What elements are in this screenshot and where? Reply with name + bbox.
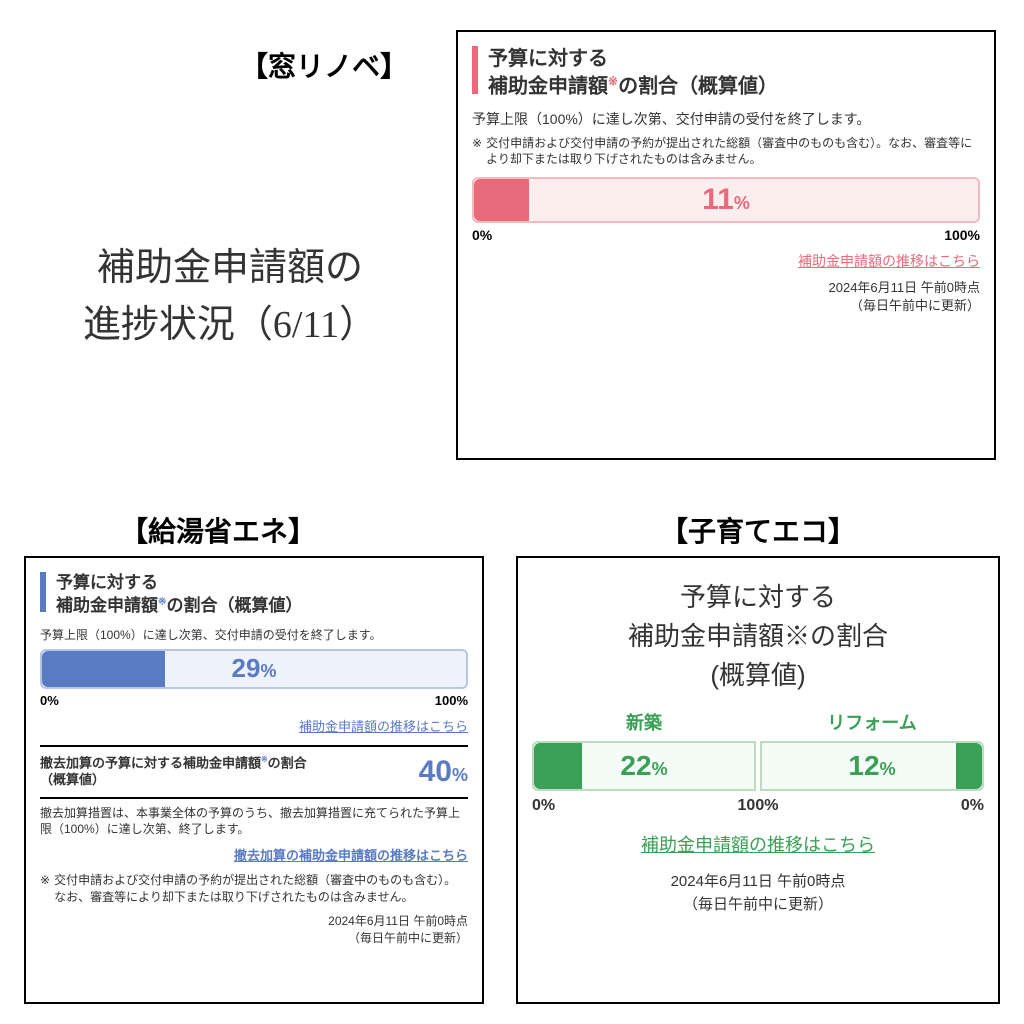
- page-title-line1: 補助金申請額の: [97, 247, 363, 289]
- card3-left-percentage: 22%: [620, 750, 667, 782]
- label-card2: 【給湯省エネ】: [120, 510, 316, 550]
- card3-axis: 0% 100% 0%: [532, 797, 984, 815]
- card2-title: 予算に対する 補助金申請額※の割合（概算値）: [56, 572, 303, 618]
- card2-history-link[interactable]: 補助金申請額の推移はこちら: [40, 716, 468, 735]
- card2-timestamp: 2024年6月11日 午前0時点 （毎日午前中に更新）: [40, 913, 468, 947]
- card2-subtitle: 予算上限（100%）に達し次第、交付申請の受付を終了します。: [40, 626, 468, 643]
- card3-title: 予算に対する 補助金申請額※の割合 (概算値): [532, 578, 984, 695]
- card2-axis: 0% 100%: [40, 693, 468, 708]
- page-title: 補助金申請額の 進捗状況（6/11）: [20, 240, 440, 354]
- card1-subtitle: 予算上限（100%）に達し次第、交付申請の受付を終了します。: [472, 109, 980, 129]
- card1-timestamp: 2024年6月11日 午前0時点 （毎日午前中に更新）: [472, 279, 980, 315]
- card1-title: 予算に対する 補助金申請額※の割合（概算値）: [488, 46, 778, 101]
- label-card1: 【窓リノベ】: [240, 45, 408, 85]
- card3-left-fill: [534, 743, 582, 789]
- card2-extra-row: 撤去加算の予算に対する補助金申請額※の割合 （概算値） 40%: [40, 745, 468, 799]
- card3-right-bar: 12%: [760, 741, 984, 791]
- card2-extra-percentage: 40%: [419, 755, 468, 789]
- card3-left-label: 新築: [532, 709, 756, 735]
- card3-left-bar: 22%: [532, 741, 756, 791]
- card2-progress-bar: 29%: [40, 649, 468, 689]
- accent-bar: [40, 572, 46, 612]
- page-title-line2: 進捗状況（6/11）: [83, 304, 377, 346]
- card2-note: ※ 交付申請および交付申請の予約が提出された総額（審査中のものも含む）。なお、審…: [40, 872, 468, 904]
- card3-timestamp: 2024年6月11日 午前0時点 （毎日午前中に更新）: [532, 871, 984, 916]
- card2-percentage: 29%: [232, 653, 277, 684]
- card1-progress-fill: [474, 179, 529, 221]
- card1-note: ※ 交付申請および交付申請の予約が提出された総額（審査中のものも含む）。なお、審…: [472, 135, 980, 167]
- card1-axis: 0% 100%: [472, 227, 980, 243]
- accent-bar: [472, 46, 478, 94]
- card2-extra-label: 撤去加算の予算に対する補助金申請額※の割合 （概算値）: [40, 755, 307, 789]
- card3-right-label: リフォーム: [760, 709, 984, 735]
- card-childcare-eco: 予算に対する 補助金申請額※の割合 (概算値) 新築 22% リフォーム 12%…: [516, 556, 1000, 1004]
- card1-percentage: 11%: [702, 183, 750, 217]
- card3-right-fill: [956, 743, 982, 789]
- card-window-renovation: 予算に対する 補助金申請額※の割合（概算値） 予算上限（100%）に達し次第、交…: [456, 30, 996, 460]
- card2-progress-fill: [42, 651, 165, 687]
- card2-extra-note: 撤去加算措置は、本事業全体の予算のうち、撤去加算措置に充てられた予算上限（100…: [40, 805, 468, 837]
- card3-dual-bars: 新築 22% リフォーム 12%: [532, 709, 984, 791]
- card2-extra-link[interactable]: 撤去加算の補助金申請額の推移はこちら: [40, 845, 468, 864]
- card-water-heater: 予算に対する 補助金申請額※の割合（概算値） 予算上限（100%）に達し次第、交…: [24, 556, 484, 1004]
- card3-right-percentage: 12%: [848, 750, 895, 782]
- label-card3: 【子育てエコ】: [660, 510, 856, 550]
- card3-history-link[interactable]: 補助金申請額の推移はこちら: [532, 831, 984, 857]
- card1-progress-bar: 11%: [472, 177, 980, 223]
- card1-history-link[interactable]: 補助金申請額の推移はこちら: [472, 251, 980, 271]
